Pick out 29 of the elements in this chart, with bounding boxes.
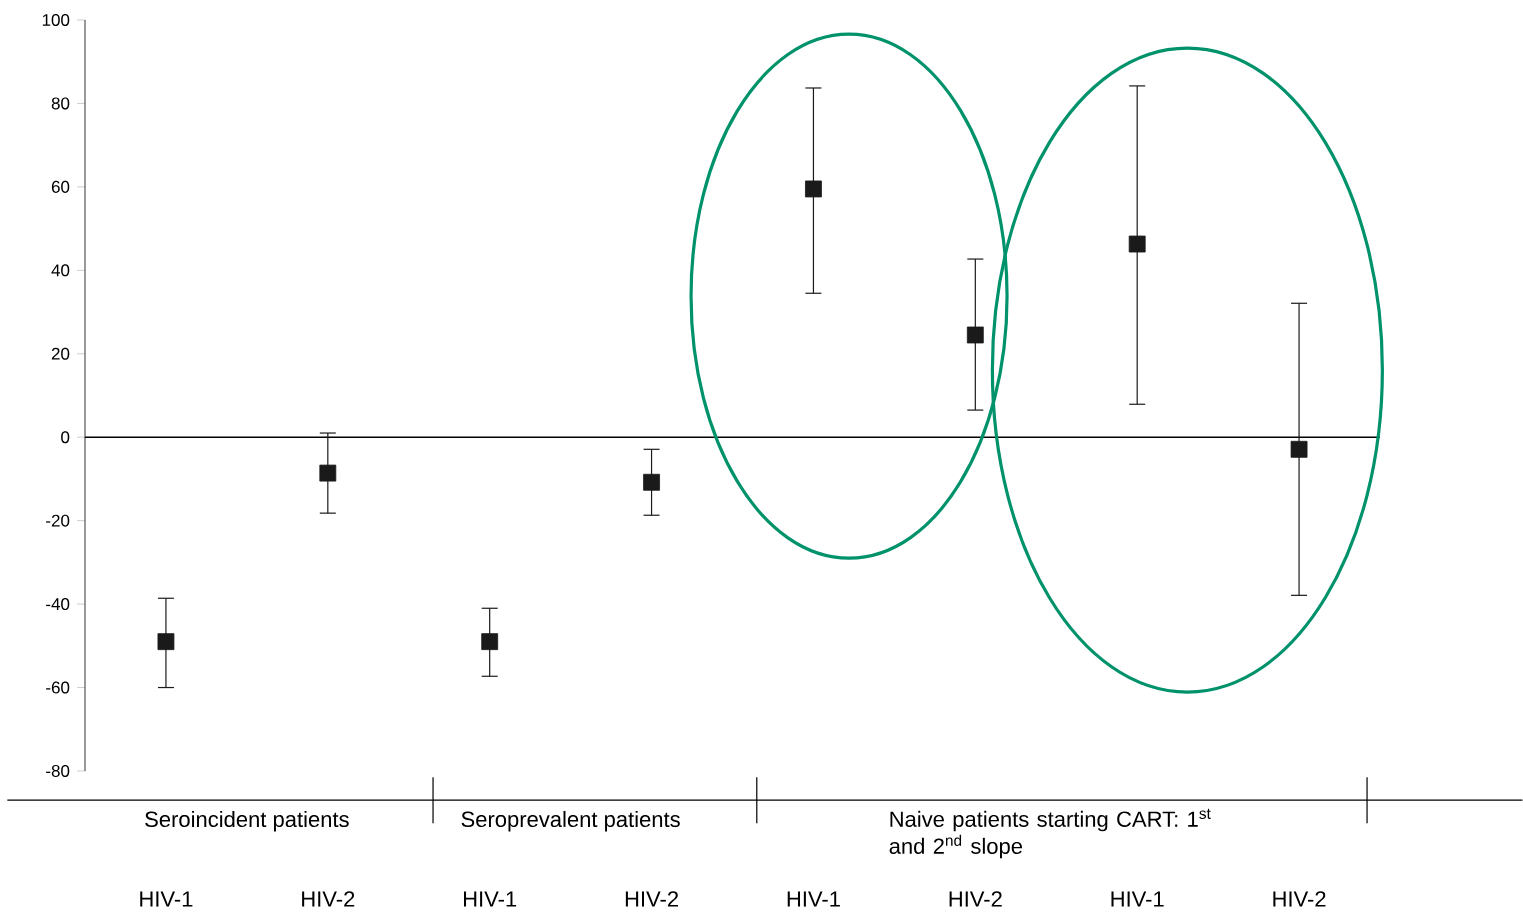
y-tick-label: 40 [51,264,70,277]
point [966,326,984,344]
x-tick-label: HIV-2 [949,891,1002,907]
point [1290,440,1308,458]
point [1128,235,1146,253]
y-tick-label: 0 [61,431,70,444]
y-tick-label: 80 [51,97,70,110]
x-tick-label: HIV-2 [302,891,355,907]
y-tick-label: -80 [46,764,70,777]
x-tick-label: HIV-1 [140,891,193,907]
point [481,633,499,651]
point [643,473,660,491]
y-tick-label: 100 [42,13,70,26]
point [319,464,337,482]
point [805,180,822,198]
y-tick-label: 60 [51,180,70,193]
x-tick-label: HIV-2 [1273,891,1326,907]
text: Seroprevalent patients [461,810,680,832]
y-tick-label: -60 [46,681,70,694]
text: Naive patients starting CART: 1$^{st}$ and 2$^{nd}$ slope [889,808,1211,859]
point [157,633,175,651]
x-tick-label: HIV-2 [625,891,678,907]
x-tick-label: HIV-1 [1111,891,1164,907]
y-tick-label: -20 [46,514,70,527]
x-tick-label: HIV-1 [787,891,840,907]
y-tick-label: -40 [46,598,70,611]
y-tick-label: 20 [51,347,70,360]
x-tick-label: HIV-1 [464,891,517,907]
text: Seroincident patients [145,810,349,832]
